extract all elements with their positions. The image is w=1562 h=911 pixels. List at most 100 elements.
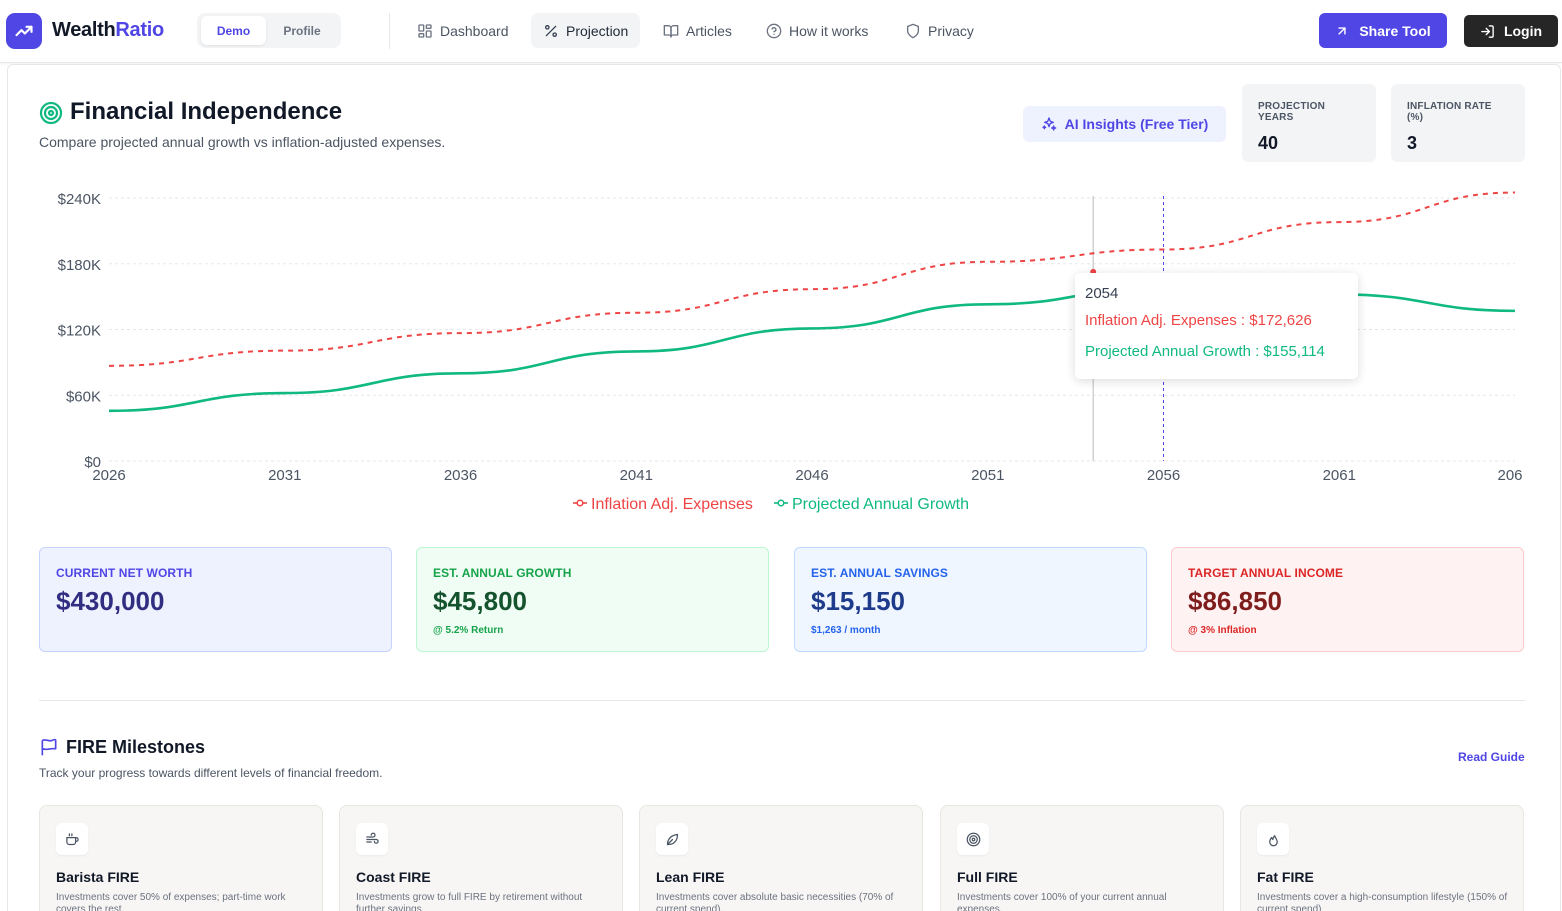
stat-card-annual-savings: EST. ANNUAL SAVINGS $15,150 $1,263 / mon… [794,547,1147,652]
stat-sub: $1,263 / month [811,625,881,636]
stat-value: $15,150 [811,586,905,616]
nav-articles[interactable]: Articles [651,13,744,48]
x-tick-label: 2026 [92,467,125,484]
milestone-desc: Investments cover absolute basic necessi… [656,892,894,911]
arrow-up-right-icon [1338,26,1346,35]
nav-privacy[interactable]: Privacy [893,13,986,48]
tooltip-growth: Projected Annual Growth : $155,114 [1085,343,1325,360]
target-icon [957,823,989,855]
stat-value: $430,000 [56,586,165,616]
tooltip-expenses: Inflation Adj. Expenses : $172,626 [1085,312,1312,329]
flame-icon [1257,823,1289,855]
milestone-title: Coast FIRE [356,869,431,885]
x-tick-label: 2031 [268,467,301,484]
wind-icon [356,823,388,855]
x-tick-label: 2056 [1147,467,1180,484]
read-guide-link[interactable]: Read Guide [1458,750,1525,764]
nav-dashboard-label: Dashboard [440,22,509,39]
section-divider [39,700,1525,701]
app-logo-text[interactable]: WealthRatio [52,19,164,41]
milestone-title: Full FIRE [957,869,1018,885]
x-tick-label: 2051 [971,467,1004,484]
projection-years-input[interactable]: PROJECTION YEARS 40 [1242,84,1376,162]
y-tick-label: $240K [58,191,101,208]
nav-privacy-label: Privacy [928,22,974,39]
x-tick-label: 2041 [620,467,653,484]
milestone-title: Barista FIRE [56,869,140,885]
share-tool-button[interactable]: Share Tool [1319,13,1447,48]
sparkles-icon [1041,117,1056,131]
milestone-title: Lean FIRE [656,869,725,885]
milestones-subtitle: Track your progress towards different le… [39,766,383,780]
login-label: Login [1503,23,1543,39]
inflation-rate-value[interactable]: 3 [1407,133,1418,153]
legend-marker [777,499,785,507]
inflation-rate-label: INFLATION RATE (%) [1407,101,1492,123]
stat-sub: @ 3% Inflation [1188,625,1257,636]
milestone-card-barista[interactable]: Barista FIRE Investments cover 50% of ex… [39,805,323,911]
log-in-icon [1481,24,1494,38]
x-tick-label: 2061 [1323,467,1356,484]
legend-marker [576,499,584,507]
inflation-rate-input[interactable]: INFLATION RATE (%) 3 [1391,84,1525,162]
y-tick-label: $120K [58,323,101,340]
y-tick-label: $0 [84,454,101,471]
book-open-icon [663,24,679,38]
milestone-card-coast[interactable]: Coast FIRE Investments grow to full FIRE… [339,805,623,911]
shield-icon [907,23,919,38]
y-tick-label: $180K [58,257,101,274]
logo-trending-up-icon[interactable] [6,13,42,49]
top-navigation-bar: WealthRatio Demo Profile Dashboard Proje… [0,0,1562,63]
stat-value: $45,800 [433,586,527,616]
page-subtitle: Compare projected annual growth vs infla… [39,134,446,150]
nav-projection-label: Projection [566,22,629,39]
nav-how-it-works[interactable]: How it works [754,13,880,48]
tab-profile[interactable]: Profile [283,23,321,38]
leaf-icon [656,823,688,855]
target-icon [39,101,63,125]
flag-icon [41,738,57,756]
x-tick-label: 2046 [795,467,828,484]
header-divider [389,13,390,49]
milestone-title: Fat FIRE [1257,869,1314,885]
help-circle-icon [766,23,782,38]
nav-projection[interactable]: Projection [531,13,641,48]
milestone-desc: Investments cover 100% of your current a… [957,892,1167,911]
login-button[interactable]: Login [1464,15,1558,47]
nav-how-it-works-label: How it works [789,22,869,39]
stat-label: EST. ANNUAL GROWTH [433,566,572,580]
stat-card-net-worth: CURRENT NET WORTH $430,000 [39,547,392,652]
milestone-desc: Investments cover 50% of expenses; part-… [56,892,286,911]
stat-label: EST. ANNUAL SAVINGS [811,566,949,580]
mode-toggle: Demo Profile [197,13,341,48]
ai-insights-button[interactable]: AI Insights (Free Tier) [1023,106,1226,142]
y-tick-label: $60K [66,388,101,405]
x-tick-label: 2036 [444,467,477,484]
milestone-desc: Investments cover a high-consumption lif… [1257,892,1508,911]
stat-value: $86,850 [1188,586,1282,616]
share-tool-label: Share Tool [1359,22,1431,39]
grid-icon [418,23,432,38]
coffee-icon [56,823,88,855]
stat-card-annual-growth: EST. ANNUAL GROWTH $45,800 @ 5.2% Return [416,547,769,652]
ai-insights-label: AI Insights (Free Tier) [1064,116,1209,132]
legend-label: Projected Annual Growth [792,496,969,513]
stat-card-target-income: TARGET ANNUAL INCOME $86,850 @ 3% Inflat… [1171,547,1524,652]
tooltip-year: 2054 [1085,285,1119,302]
projection-years-label: PROJECTION YEARS [1258,101,1326,123]
tab-demo[interactable]: Demo [201,16,266,45]
nav-articles-label: Articles [686,22,732,39]
milestone-desc: Investments grow to full FIRE by retirem… [356,892,583,911]
x-tick-label: 206 [1497,467,1522,484]
percent-icon [545,24,557,37]
legend-label: Inflation Adj. Expenses [591,496,753,513]
milestone-card-fat[interactable]: Fat FIRE Investments cover a high-consum… [1240,805,1524,911]
milestone-card-full[interactable]: Full FIRE Investments cover 100% of your… [940,805,1224,911]
projection-card [7,64,1561,911]
nav-dashboard[interactable]: Dashboard [405,13,521,48]
milestone-card-lean[interactable]: Lean FIRE Investments cover absolute bas… [639,805,923,911]
stat-sub: @ 5.2% Return [433,625,504,636]
chart-tooltip: 2054 Inflation Adj. Expenses : $172,626 … [1075,273,1358,379]
page-title: Financial Independence [70,98,343,125]
projection-years-value[interactable]: 40 [1258,133,1279,153]
